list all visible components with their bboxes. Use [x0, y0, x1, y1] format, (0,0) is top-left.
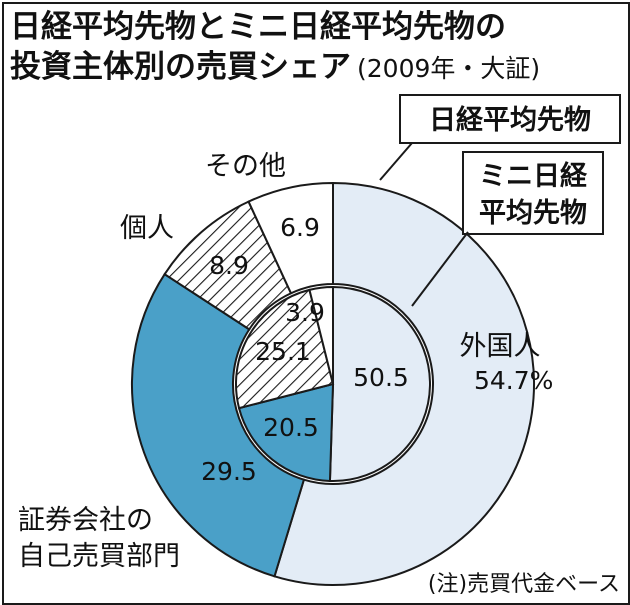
outer-value-label-other: 6.9 — [280, 213, 320, 242]
category-label-other: その他 — [205, 151, 286, 182]
inner-ring-slice-foreign — [328, 285, 431, 482]
outer-ring-slice-foreign — [273, 181, 535, 586]
inner-value-label-foreign: 50.5 — [353, 363, 409, 392]
outer-callout-leader — [379, 142, 413, 181]
inner-ring — [235, 285, 431, 482]
category-label-securities-line2: 自己売買部門 — [18, 541, 180, 572]
outer-ring — [131, 181, 535, 586]
outer-value-label-securities: 29.5 — [201, 457, 257, 486]
inner-ring-slice-other — [308, 285, 334, 385]
inner-ring-callout-label-line1: ミニ日経 — [479, 160, 588, 192]
chart-title-line2: 投資主体別の売買シェア (2009年・大証) — [10, 49, 540, 85]
outer-ring-callout-label: 日経平均先物 — [429, 104, 591, 136]
outer-ring-slice-securities — [131, 272, 306, 578]
outer-value-label-individual: 8.9 — [209, 251, 249, 280]
category-label-securities-line1: 証券会社の — [18, 505, 153, 536]
inner-ring-slice-individual — [235, 288, 335, 410]
category-label-individual: 個人 — [120, 213, 174, 244]
inner-callout-leader — [411, 231, 469, 307]
category-label-foreign: 外国人 — [460, 331, 541, 362]
outer-ring-callout-box — [399, 94, 621, 144]
outer-value-label-foreign: 54.7% — [474, 366, 553, 395]
inner-value-label-securities: 20.5 — [263, 413, 319, 442]
inner-ring-slice-securities — [237, 382, 335, 482]
inner-ring-callout-box — [462, 151, 604, 235]
outer-ring-slice-other — [247, 181, 334, 295]
inner-value-label-other: 3.9 — [285, 298, 325, 327]
inner-ring-callout-label-line2: 平均先物 — [479, 198, 587, 229]
chart-title-line1: 日経平均先物とミニ日経平均先物の — [10, 9, 506, 45]
footnote: (注)売買代金ベース — [428, 572, 620, 597]
inner-value-label-individual: 25.1 — [255, 337, 311, 366]
